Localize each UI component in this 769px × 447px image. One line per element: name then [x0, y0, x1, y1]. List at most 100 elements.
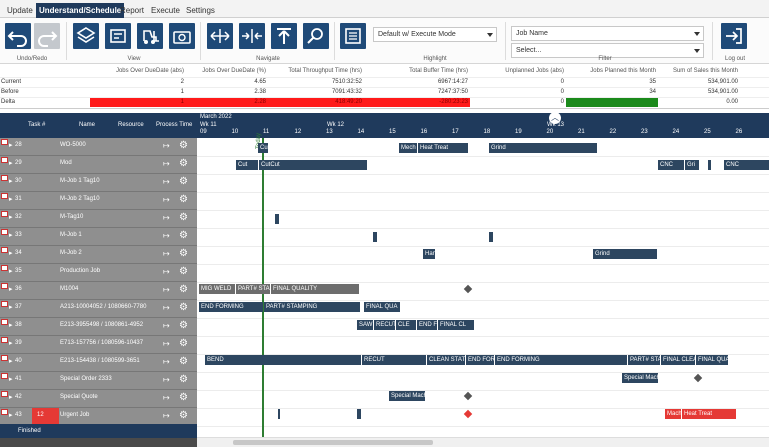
- arrow-right-icon[interactable]: ↦: [163, 357, 170, 366]
- gantt-bar[interactable]: Special Mach: [389, 391, 425, 401]
- redo-button[interactable]: [34, 23, 60, 49]
- undo-button[interactable]: [5, 23, 31, 49]
- gantt-bar[interactable]: BEND: [205, 355, 361, 365]
- task-row[interactable]: 35 Production Job ↦ ⚙ ▸: [0, 264, 197, 282]
- gantt-bar[interactable]: [275, 214, 279, 224]
- task-row[interactable]: 28 WO-5000 ↦ ⚙ ▸: [0, 138, 197, 156]
- logout-button[interactable]: [721, 23, 747, 49]
- expand-row-icon[interactable]: ▸: [9, 304, 13, 311]
- expand-row-icon[interactable]: ▸: [9, 268, 13, 275]
- gear-icon[interactable]: ⚙: [179, 230, 188, 241]
- gantt-bar[interactable]: Heat Treat: [682, 409, 736, 419]
- navigate-search-button[interactable]: [303, 23, 329, 49]
- gantt-bar[interactable]: SAW: [357, 320, 373, 330]
- menu-settings[interactable]: Settings: [186, 6, 215, 15]
- col-process-time[interactable]: Process Time: [156, 122, 193, 128]
- expand-horizontal-button[interactable]: [207, 23, 233, 49]
- expand-row-icon[interactable]: ▸: [9, 196, 13, 203]
- gear-icon[interactable]: ⚙: [179, 194, 188, 205]
- arrow-right-icon[interactable]: ↦: [163, 321, 170, 330]
- gear-icon[interactable]: ⚙: [179, 140, 188, 151]
- arrow-right-icon[interactable]: ↦: [163, 159, 170, 168]
- gantt-bar[interactable]: CNC: [724, 160, 769, 170]
- gantt-bar[interactable]: [373, 232, 377, 242]
- filter-job-select[interactable]: Job Name: [511, 26, 704, 41]
- gantt-horizontal-scrollbar[interactable]: [197, 437, 769, 447]
- expand-row-icon[interactable]: ▸: [9, 286, 13, 293]
- gantt-bar[interactable]: Special Mach: [622, 373, 658, 383]
- gear-icon[interactable]: ⚙: [179, 158, 188, 169]
- arrow-right-icon[interactable]: ↦: [163, 195, 170, 204]
- expand-row-icon[interactable]: ▸: [9, 322, 13, 329]
- gantt-bar[interactable]: PART# STA: [628, 355, 660, 365]
- milestone-diamond[interactable]: [463, 391, 473, 401]
- gantt-bar[interactable]: Heat Treat: [418, 143, 468, 153]
- forklift-view-button[interactable]: [137, 23, 163, 49]
- task-row[interactable]: 42 Special Quote ↦ ⚙ ▸: [0, 390, 197, 408]
- milestone-diamond[interactable]: [693, 373, 703, 383]
- gantt-bar[interactable]: PART# STAMPING: [264, 302, 360, 312]
- gantt-bar[interactable]: Grind: [489, 143, 597, 153]
- task-row[interactable]: 33 M-Job 1 ↦ ⚙ ▸: [0, 228, 197, 246]
- gantt-bar[interactable]: Han: [423, 249, 435, 259]
- expand-row-icon[interactable]: ▸: [9, 178, 13, 185]
- gear-icon[interactable]: ⚙: [179, 266, 188, 277]
- gantt-bar[interactable]: CNC: [658, 160, 684, 170]
- gantt-bar[interactable]: END FORMING: [495, 355, 627, 365]
- machine-view-button[interactable]: [105, 23, 131, 49]
- gantt-bar[interactable]: Grind: [593, 249, 657, 259]
- move-top-button[interactable]: [271, 23, 297, 49]
- scrollbar-thumb[interactable]: [233, 440, 433, 445]
- menu-understand-schedule[interactable]: Understand/Schedule: [36, 3, 125, 18]
- collapse-horizontal-button[interactable]: [239, 23, 265, 49]
- task-row[interactable]: 40 E213-154438 / 1080599-3651 ↦ ⚙ ▸: [0, 354, 197, 372]
- gantt-bar[interactable]: RECUT: [374, 320, 395, 330]
- gantt-bar[interactable]: Mach: [665, 409, 681, 419]
- arrow-right-icon[interactable]: ↦: [163, 249, 170, 258]
- layers-view-button[interactable]: [73, 23, 99, 49]
- expand-row-icon[interactable]: ▸: [9, 376, 13, 383]
- gear-icon[interactable]: ⚙: [179, 302, 188, 313]
- task-row[interactable]: 31 M-Job 2 Tag10 ↦ ⚙ ▸: [0, 192, 197, 210]
- task-row[interactable]: 32 M-Tag10 ↦ ⚙ ▸: [0, 210, 197, 228]
- menu-execute[interactable]: Execute: [151, 6, 180, 15]
- task-row[interactable]: 34 M-Job 2 ↦ ⚙ ▸: [0, 246, 197, 264]
- gear-icon[interactable]: ⚙: [179, 212, 188, 223]
- milestone-diamond-late[interactable]: [463, 409, 473, 419]
- gear-icon[interactable]: ⚙: [179, 338, 188, 349]
- arrow-right-icon[interactable]: ↦: [163, 339, 170, 348]
- gantt-bar[interactable]: CLE: [396, 320, 416, 330]
- gantt-bar[interactable]: MIG WELD: [199, 284, 235, 294]
- expand-row-icon[interactable]: ▸: [9, 142, 13, 149]
- arrow-right-icon[interactable]: ↦: [163, 393, 170, 402]
- gear-icon[interactable]: ⚙: [179, 392, 188, 403]
- arrow-right-icon[interactable]: ↦: [163, 177, 170, 186]
- gantt-bar[interactable]: Cu: [258, 143, 268, 153]
- menu-update[interactable]: Update: [7, 6, 33, 15]
- expand-row-icon[interactable]: ▸: [9, 160, 13, 167]
- expand-row-icon[interactable]: ▸: [9, 340, 13, 347]
- arrow-right-icon[interactable]: ↦: [163, 411, 170, 420]
- gear-icon[interactable]: ⚙: [179, 356, 188, 367]
- arrow-right-icon[interactable]: ↦: [163, 303, 170, 312]
- menu-report[interactable]: Report: [120, 6, 145, 15]
- finished-section[interactable]: Finished: [0, 424, 197, 438]
- highlight-select[interactable]: Default w/ Execute Mode: [373, 27, 497, 42]
- col-name[interactable]: Name: [79, 122, 96, 128]
- expand-row-icon[interactable]: ▸: [9, 394, 13, 401]
- task-row[interactable]: 38 E213-3955498 / 1080861-4952 ↦ ⚙ ▸: [0, 318, 197, 336]
- expand-row-icon[interactable]: ▸: [9, 412, 13, 419]
- gantt-bar[interactable]: END FORM: [466, 355, 494, 365]
- task-row[interactable]: 37 A213-10004052 / 1080660-7780 ↦ ⚙ ▸: [0, 300, 197, 318]
- gantt-bar[interactable]: FINAL QUA: [364, 302, 400, 312]
- expand-row-icon[interactable]: ▸: [9, 358, 13, 365]
- expand-row-icon[interactable]: ▸: [9, 250, 13, 257]
- gantt-bar[interactable]: Gri: [685, 160, 699, 170]
- arrow-right-icon[interactable]: ↦: [163, 375, 170, 384]
- gantt-bar[interactable]: PART# STA: [236, 284, 270, 294]
- gantt-bar[interactable]: [278, 409, 280, 419]
- col-task-number[interactable]: Task #: [28, 122, 46, 128]
- arrow-right-icon[interactable]: ↦: [163, 213, 170, 222]
- task-row[interactable]: 39 E713-157756 / 1080596-10437 ↦ ⚙ ▸: [0, 336, 197, 354]
- gear-icon[interactable]: ⚙: [179, 176, 188, 187]
